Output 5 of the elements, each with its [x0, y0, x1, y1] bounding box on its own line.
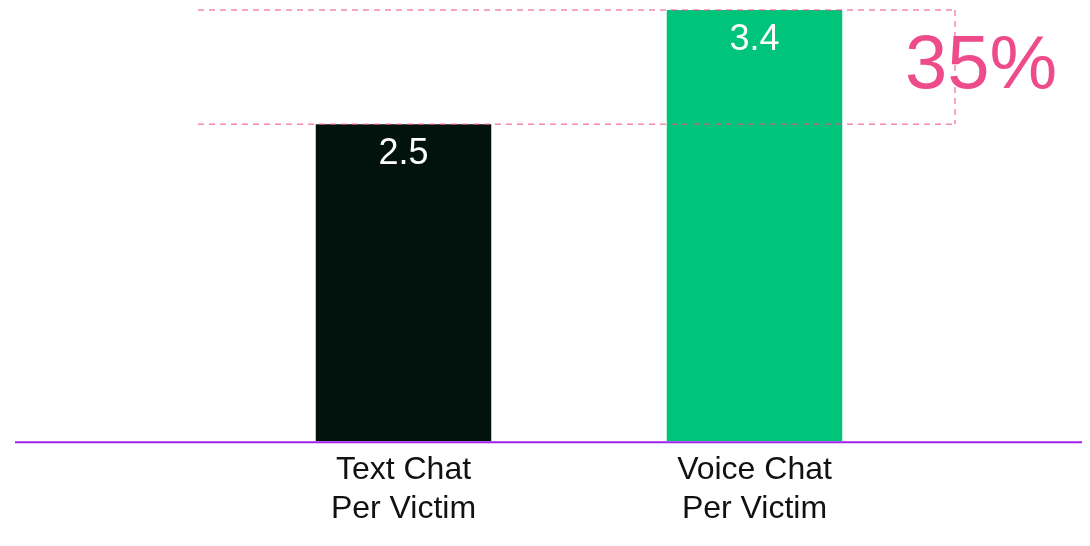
data-label: 2.5 — [378, 131, 429, 173]
x-tick-label: Text Chat Per Victim — [330, 450, 477, 525]
x-tick-label: Voice Chat Per Victim — [677, 450, 832, 525]
annotation: 35% — [905, 19, 1058, 105]
data-label: 3.4 — [729, 16, 780, 58]
